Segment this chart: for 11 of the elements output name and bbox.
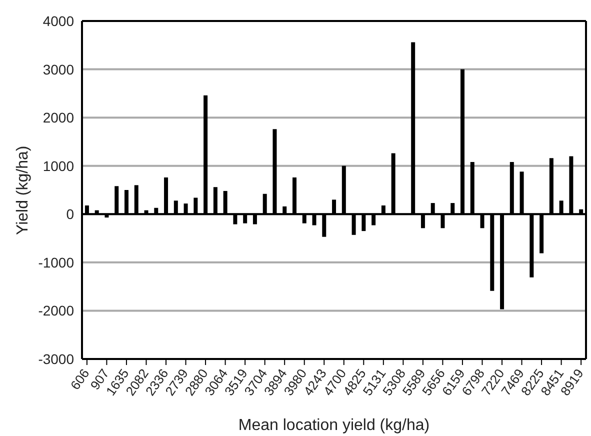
y-tick-label: 1000: [42, 158, 74, 174]
y-axis-title: Yield (kg/ha): [14, 146, 32, 235]
y-tick-label: 2000: [42, 110, 74, 126]
y-tick-label: -2000: [38, 302, 74, 319]
y-tick-label: 4000: [42, 12, 74, 29]
x-tick-label: 606: [67, 366, 92, 392]
x-axis-title: Mean location yield (kg/ha): [238, 417, 430, 434]
y-tick-label: -1000: [38, 254, 74, 270]
y-tick-label: 0: [66, 206, 74, 222]
y-tick-label: 3000: [42, 61, 74, 78]
y-tick-label: -3000: [38, 350, 74, 367]
